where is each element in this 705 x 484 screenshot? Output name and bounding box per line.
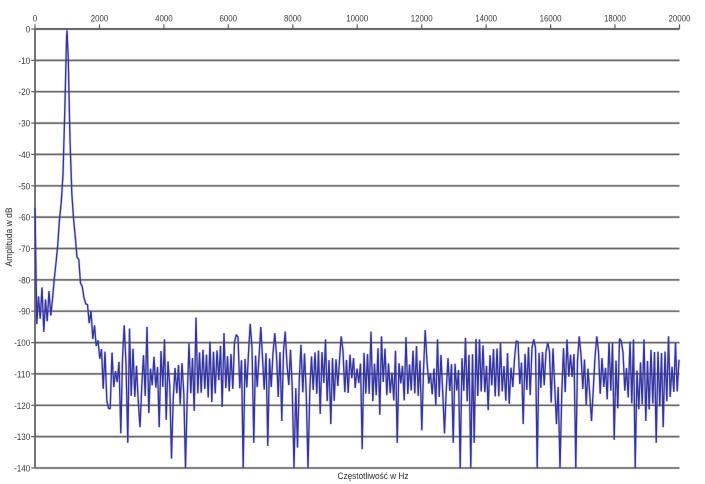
svg-text:-60: -60 (18, 213, 30, 224)
svg-text:-90: -90 (18, 307, 30, 318)
svg-text:Częstotliwość w Hz: Częstotliwość w Hz (338, 471, 409, 482)
svg-text:20000: 20000 (669, 13, 691, 24)
svg-text:10000: 10000 (346, 13, 368, 24)
svg-text:-40: -40 (18, 150, 30, 161)
svg-text:-120: -120 (14, 401, 30, 412)
svg-text:-30: -30 (18, 119, 30, 130)
svg-text:18000: 18000 (604, 13, 626, 24)
svg-text:-130: -130 (14, 432, 30, 443)
svg-text:-10: -10 (18, 56, 30, 67)
svg-text:-70: -70 (18, 244, 30, 255)
svg-text:-140: -140 (14, 464, 30, 475)
svg-text:14000: 14000 (475, 13, 497, 24)
svg-text:-110: -110 (14, 369, 30, 380)
svg-text:12000: 12000 (411, 13, 433, 24)
svg-text:0: 0 (26, 25, 30, 36)
svg-text:-80: -80 (18, 275, 30, 286)
svg-text:2000: 2000 (91, 13, 109, 24)
svg-text:4000: 4000 (155, 13, 173, 24)
svg-text:-50: -50 (18, 181, 30, 192)
svg-text:16000: 16000 (540, 13, 562, 24)
svg-text:-20: -20 (18, 87, 30, 98)
svg-text:Amplituda w dB: Amplituda w dB (4, 208, 15, 267)
svg-text:8000: 8000 (284, 13, 302, 24)
svg-text:6000: 6000 (220, 13, 238, 24)
svg-text:0: 0 (33, 13, 37, 24)
svg-text:-100: -100 (14, 338, 30, 349)
